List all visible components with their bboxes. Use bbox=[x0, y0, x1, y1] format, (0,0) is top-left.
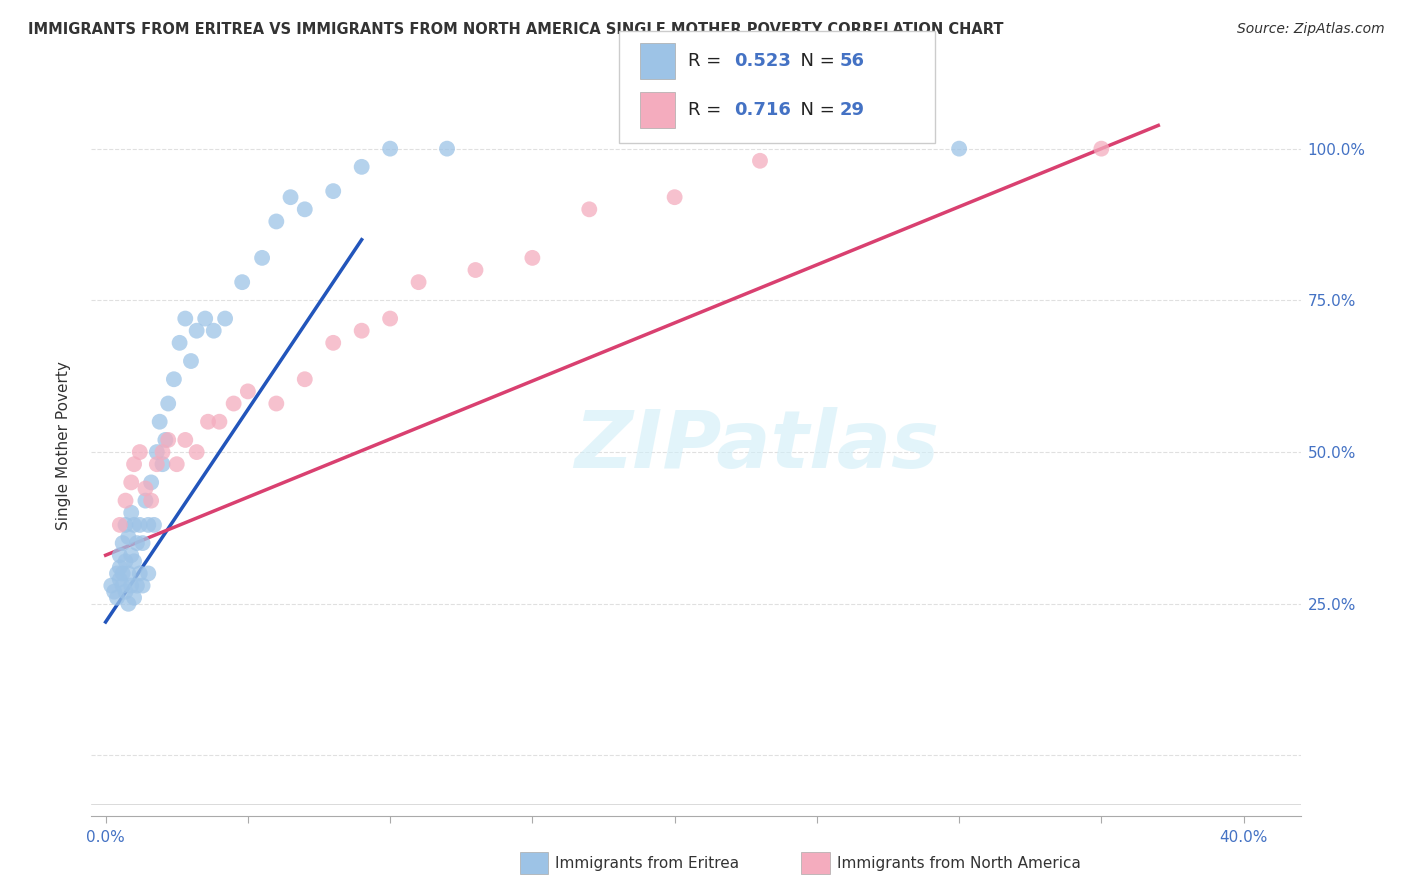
Point bbox=[111, 536, 134, 550]
Point bbox=[122, 517, 145, 532]
Point bbox=[464, 263, 486, 277]
Point bbox=[108, 517, 131, 532]
Point bbox=[350, 324, 373, 338]
Point bbox=[125, 578, 148, 592]
Point bbox=[152, 457, 174, 471]
Point bbox=[155, 433, 177, 447]
Point bbox=[149, 415, 172, 429]
Point bbox=[146, 457, 169, 471]
Text: R =: R = bbox=[688, 52, 727, 70]
Point bbox=[157, 433, 180, 447]
Point bbox=[180, 354, 202, 368]
Point bbox=[146, 445, 169, 459]
Point bbox=[378, 311, 401, 326]
Point bbox=[139, 493, 162, 508]
Point bbox=[214, 311, 236, 326]
Text: ZIPatlas: ZIPatlas bbox=[574, 407, 939, 485]
Point bbox=[120, 548, 142, 562]
Text: Source: ZipAtlas.com: Source: ZipAtlas.com bbox=[1237, 22, 1385, 37]
Point bbox=[120, 578, 142, 592]
Point bbox=[139, 475, 162, 490]
Point bbox=[378, 142, 401, 156]
Point bbox=[131, 536, 153, 550]
Point bbox=[136, 566, 159, 581]
Point bbox=[134, 493, 156, 508]
Point bbox=[108, 573, 131, 587]
Point bbox=[131, 578, 153, 592]
Point bbox=[117, 530, 139, 544]
Point bbox=[105, 566, 128, 581]
Point bbox=[222, 396, 245, 410]
Point bbox=[134, 482, 156, 496]
Point bbox=[202, 324, 225, 338]
Point bbox=[122, 591, 145, 605]
Point bbox=[749, 153, 772, 168]
Point bbox=[105, 591, 128, 605]
Text: 56: 56 bbox=[839, 52, 865, 70]
Point bbox=[114, 493, 136, 508]
Point bbox=[266, 396, 288, 410]
Point bbox=[100, 578, 122, 592]
Point bbox=[266, 214, 288, 228]
Point bbox=[350, 160, 373, 174]
Text: R =: R = bbox=[688, 101, 727, 120]
Point bbox=[194, 311, 217, 326]
Point bbox=[522, 251, 544, 265]
Point bbox=[174, 433, 197, 447]
Text: 0.716: 0.716 bbox=[734, 101, 790, 120]
Point bbox=[136, 517, 159, 532]
Point bbox=[111, 566, 134, 581]
Text: Immigrants from Eritrea: Immigrants from Eritrea bbox=[555, 856, 740, 871]
Point bbox=[122, 554, 145, 568]
Point bbox=[664, 190, 686, 204]
Point bbox=[186, 324, 208, 338]
Point bbox=[157, 396, 180, 410]
Point bbox=[436, 142, 458, 156]
Point bbox=[231, 275, 253, 289]
Point bbox=[169, 335, 191, 350]
Point bbox=[125, 536, 148, 550]
Text: 0.523: 0.523 bbox=[734, 52, 790, 70]
Point bbox=[114, 517, 136, 532]
Text: Immigrants from North America: Immigrants from North America bbox=[837, 856, 1080, 871]
Point bbox=[280, 190, 302, 204]
Point bbox=[1090, 142, 1112, 156]
Text: N =: N = bbox=[789, 52, 841, 70]
Text: 29: 29 bbox=[839, 101, 865, 120]
Point bbox=[236, 384, 259, 399]
Point bbox=[578, 202, 600, 217]
Point bbox=[322, 184, 344, 198]
Text: N =: N = bbox=[789, 101, 841, 120]
Point bbox=[208, 415, 231, 429]
Point bbox=[108, 560, 131, 574]
Point bbox=[111, 578, 134, 592]
Point bbox=[120, 475, 142, 490]
Point bbox=[128, 517, 150, 532]
Point bbox=[197, 415, 219, 429]
Point bbox=[143, 517, 166, 532]
Point bbox=[117, 566, 139, 581]
Point bbox=[114, 584, 136, 599]
Point bbox=[294, 372, 316, 386]
Point bbox=[152, 445, 174, 459]
Text: IMMIGRANTS FROM ERITREA VS IMMIGRANTS FROM NORTH AMERICA SINGLE MOTHER POVERTY C: IMMIGRANTS FROM ERITREA VS IMMIGRANTS FR… bbox=[28, 22, 1004, 37]
Point bbox=[186, 445, 208, 459]
Point bbox=[117, 597, 139, 611]
Y-axis label: Single Mother Poverty: Single Mother Poverty bbox=[56, 361, 70, 531]
Point bbox=[128, 566, 150, 581]
Point bbox=[103, 584, 125, 599]
Point bbox=[948, 142, 970, 156]
Point bbox=[174, 311, 197, 326]
Point bbox=[294, 202, 316, 217]
Point bbox=[408, 275, 430, 289]
Point bbox=[166, 457, 188, 471]
Point bbox=[250, 251, 273, 265]
Point bbox=[120, 506, 142, 520]
Point bbox=[128, 445, 150, 459]
Point bbox=[122, 457, 145, 471]
Point bbox=[114, 554, 136, 568]
Point bbox=[322, 335, 344, 350]
Point bbox=[108, 548, 131, 562]
Point bbox=[163, 372, 186, 386]
